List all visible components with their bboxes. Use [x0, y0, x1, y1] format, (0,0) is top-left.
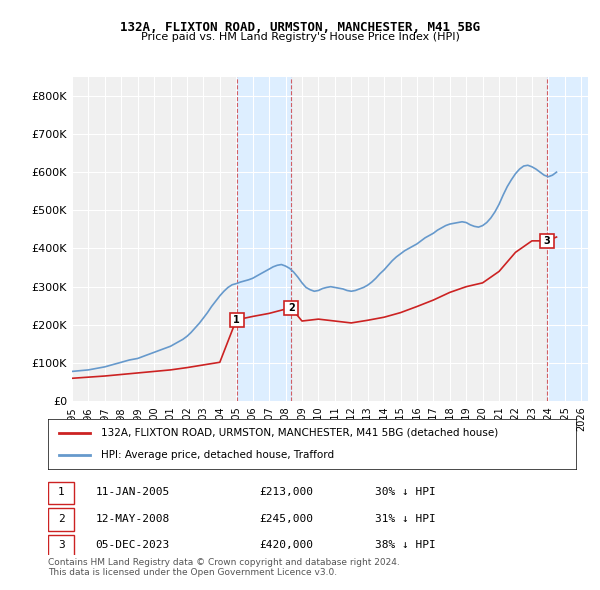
Text: 12-MAY-2008: 12-MAY-2008	[95, 514, 170, 524]
Text: £245,000: £245,000	[259, 514, 313, 524]
Text: 38% ↓ HPI: 38% ↓ HPI	[376, 540, 436, 550]
Text: 1: 1	[58, 487, 65, 497]
Text: £420,000: £420,000	[259, 540, 313, 550]
Text: 2: 2	[288, 303, 295, 313]
Text: 132A, FLIXTON ROAD, URMSTON, MANCHESTER, M41 5BG: 132A, FLIXTON ROAD, URMSTON, MANCHESTER,…	[120, 21, 480, 34]
Text: 132A, FLIXTON ROAD, URMSTON, MANCHESTER, M41 5BG (detached house): 132A, FLIXTON ROAD, URMSTON, MANCHESTER,…	[101, 428, 498, 438]
Bar	[237, 77, 292, 401]
FancyBboxPatch shape	[48, 535, 74, 557]
Bar	[547, 77, 588, 401]
Text: 3: 3	[58, 540, 65, 550]
Text: Contains HM Land Registry data © Crown copyright and database right 2024.
This d: Contains HM Land Registry data © Crown c…	[48, 558, 400, 577]
Text: HPI: Average price, detached house, Trafford: HPI: Average price, detached house, Traf…	[101, 450, 334, 460]
Text: 31% ↓ HPI: 31% ↓ HPI	[376, 514, 436, 524]
Text: 05-DEC-2023: 05-DEC-2023	[95, 540, 170, 550]
FancyBboxPatch shape	[48, 482, 74, 504]
Text: Price paid vs. HM Land Registry's House Price Index (HPI): Price paid vs. HM Land Registry's House …	[140, 32, 460, 42]
Text: £213,000: £213,000	[259, 487, 313, 497]
Text: 11-JAN-2005: 11-JAN-2005	[95, 487, 170, 497]
Text: 2: 2	[58, 514, 65, 524]
Text: 3: 3	[544, 236, 550, 246]
Text: 30% ↓ HPI: 30% ↓ HPI	[376, 487, 436, 497]
FancyBboxPatch shape	[48, 509, 74, 531]
Text: 1: 1	[233, 315, 240, 325]
